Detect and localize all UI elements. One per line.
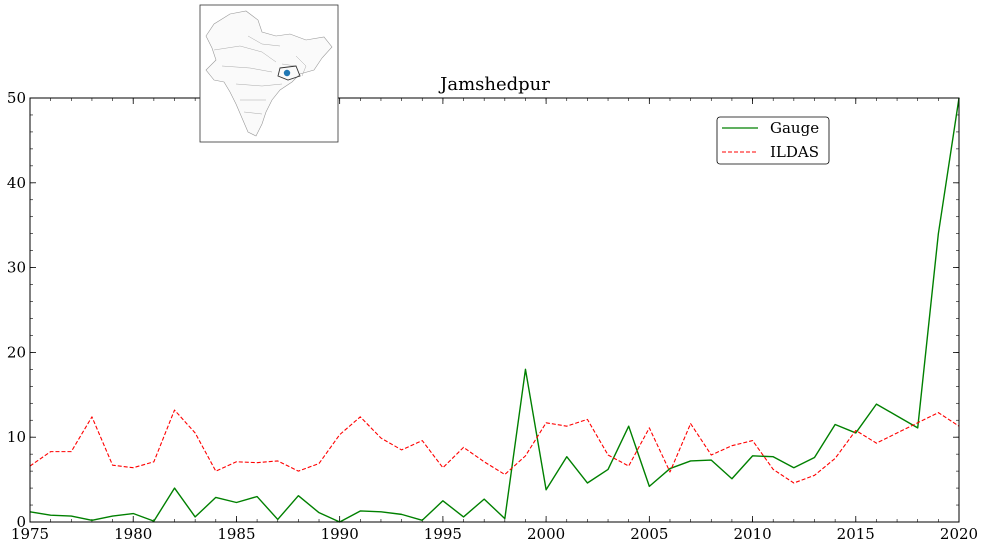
x-tick-label: 2005 [630, 525, 668, 543]
x-tick-label: 2010 [733, 525, 771, 543]
series-line-ildas [29, 409, 960, 484]
series-line-gauge [29, 97, 960, 523]
y-tick-label: 50 [7, 89, 26, 107]
y-tick-label: 10 [7, 428, 26, 446]
x-tick-label: 1980 [114, 525, 152, 543]
y-tick-label: 40 [7, 174, 26, 192]
inset-map-location-marker [283, 69, 291, 77]
x-tick-label: 1995 [424, 525, 462, 543]
x-tick-label: 2015 [837, 525, 875, 543]
x-tick-label: 1975 [11, 525, 49, 543]
y-tick-label: 0 [16, 513, 26, 531]
series-layer [29, 97, 960, 523]
plot-frame [29, 97, 960, 523]
india-locator-map-icon [199, 4, 339, 143]
x-tick-label: 2000 [527, 525, 565, 543]
legend-label-ildas: ILDAS [770, 143, 819, 161]
x-tick-label: 1985 [217, 525, 255, 543]
x-tick-label: 2020 [940, 525, 978, 543]
inset-map-highlight-region [277, 65, 301, 81]
x-tick-label: 1990 [321, 525, 359, 543]
legend-box [716, 116, 830, 165]
inset-map-state-borders [213, 35, 307, 115]
chart-title: Jamshedpur [438, 74, 550, 95]
x-axis: 1975 1980 1985 1990 1995 2000 2005 2010 2015 2020 [11, 98, 978, 543]
legend-label-gauge: Gauge [770, 119, 819, 137]
inset-map-outline [205, 10, 333, 137]
legend: Gauge ILDAS [716, 116, 830, 165]
y-tick-label: 30 [7, 259, 26, 277]
y-tick-label: 20 [7, 343, 26, 361]
